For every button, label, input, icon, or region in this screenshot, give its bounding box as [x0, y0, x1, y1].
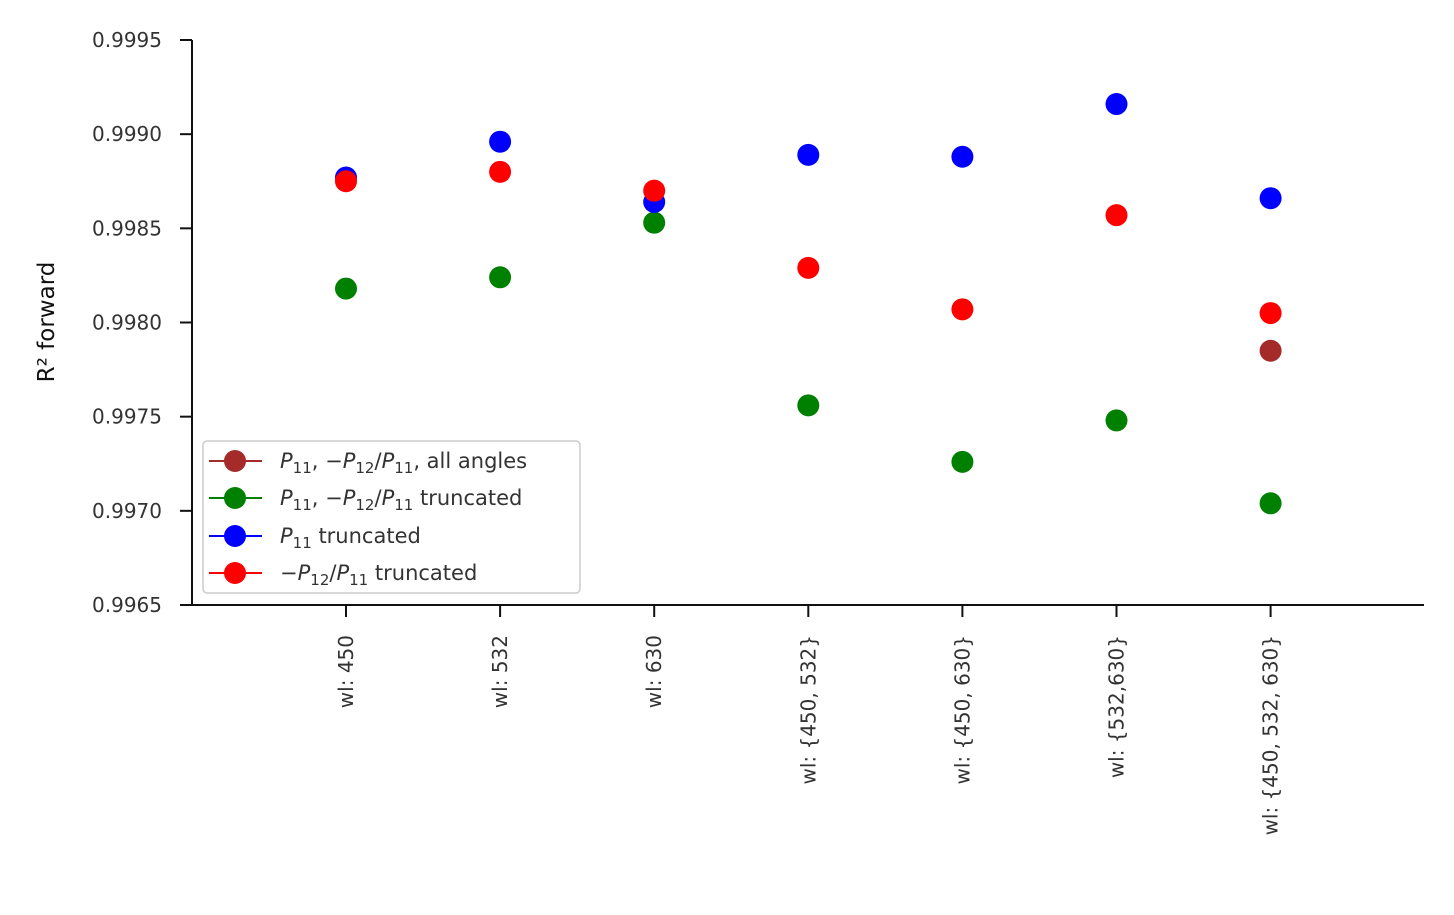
legend-frame — [202, 440, 581, 594]
x-tick-label: wl: 532 — [488, 635, 512, 708]
x-tick-label: wl: 450 — [334, 635, 358, 708]
x-tick-label: wl: {450, 532, 630} — [1259, 635, 1283, 835]
y-tick-label: 0.9995 — [92, 28, 162, 52]
data-point — [1105, 93, 1128, 116]
legend-label: P11, −P12/P11, all angles — [280, 449, 527, 477]
data-point — [797, 394, 820, 417]
y-tick-label: 0.9985 — [92, 216, 162, 240]
legend-item: P11, −P12/P11, all angles — [209, 449, 527, 477]
y-tick-label: 0.9990 — [92, 122, 162, 146]
y-tick-label: 0.9965 — [92, 593, 162, 617]
data-point — [335, 170, 357, 193]
y-tick-label: 0.9970 — [92, 499, 162, 523]
legend-item: P11 truncated — [209, 524, 421, 552]
data-point — [1259, 187, 1282, 210]
data-point — [1259, 492, 1282, 515]
data-point — [1105, 204, 1128, 227]
legend: P11, −P12/P11, all angles P11, −P12/P11 t… — [202, 440, 581, 594]
data-point — [489, 266, 512, 289]
data-point — [951, 450, 974, 473]
x-tick-label: wl: {450, 532} — [796, 635, 820, 785]
legend-label: −P12/P11 truncated — [280, 561, 477, 589]
x-tick-label: wl: 630 — [642, 635, 666, 708]
y-tick-label: 0.9975 — [92, 405, 162, 429]
data-point — [643, 211, 666, 234]
legend-label: P11 truncated — [280, 524, 421, 552]
x-tick-label: wl: {532,630} — [1105, 635, 1129, 778]
legend-marker — [224, 450, 246, 472]
x-tick-label: wl: {450, 630} — [950, 635, 974, 785]
data-point — [797, 143, 820, 166]
legend-marker — [224, 525, 246, 547]
legend-label: P11, −P12/P11 truncated — [280, 486, 522, 514]
y-axis-label: R² forward — [34, 262, 60, 383]
y-axis: 0.9995 0.9990 0.9985 0.9980 0.9975 0.9970 0.99… — [92, 28, 193, 617]
data-points — [335, 93, 1282, 515]
series-3 — [335, 160, 1282, 325]
data-point — [951, 298, 974, 321]
data-point — [797, 256, 820, 279]
series-1 — [335, 211, 1282, 515]
data-point — [951, 145, 974, 168]
data-point — [643, 179, 666, 202]
x-axis: wl: 450 wl: 532 wl: 630 wl: {450, 532} wl: {… — [192, 604, 1424, 835]
data-point — [1259, 302, 1282, 325]
legend-marker — [224, 487, 246, 509]
data-point — [1259, 339, 1282, 362]
data-point — [335, 277, 357, 300]
series-0 — [1259, 339, 1282, 362]
data-point — [1105, 409, 1128, 432]
data-point — [489, 130, 512, 153]
legend-marker — [224, 562, 246, 584]
series-2 — [335, 93, 1282, 213]
legend-item: P11, −P12/P11 truncated — [209, 486, 522, 514]
legend-item: −P12/P11 truncated — [209, 561, 477, 589]
data-point — [489, 160, 512, 183]
y-tick-label: 0.9980 — [92, 311, 162, 335]
